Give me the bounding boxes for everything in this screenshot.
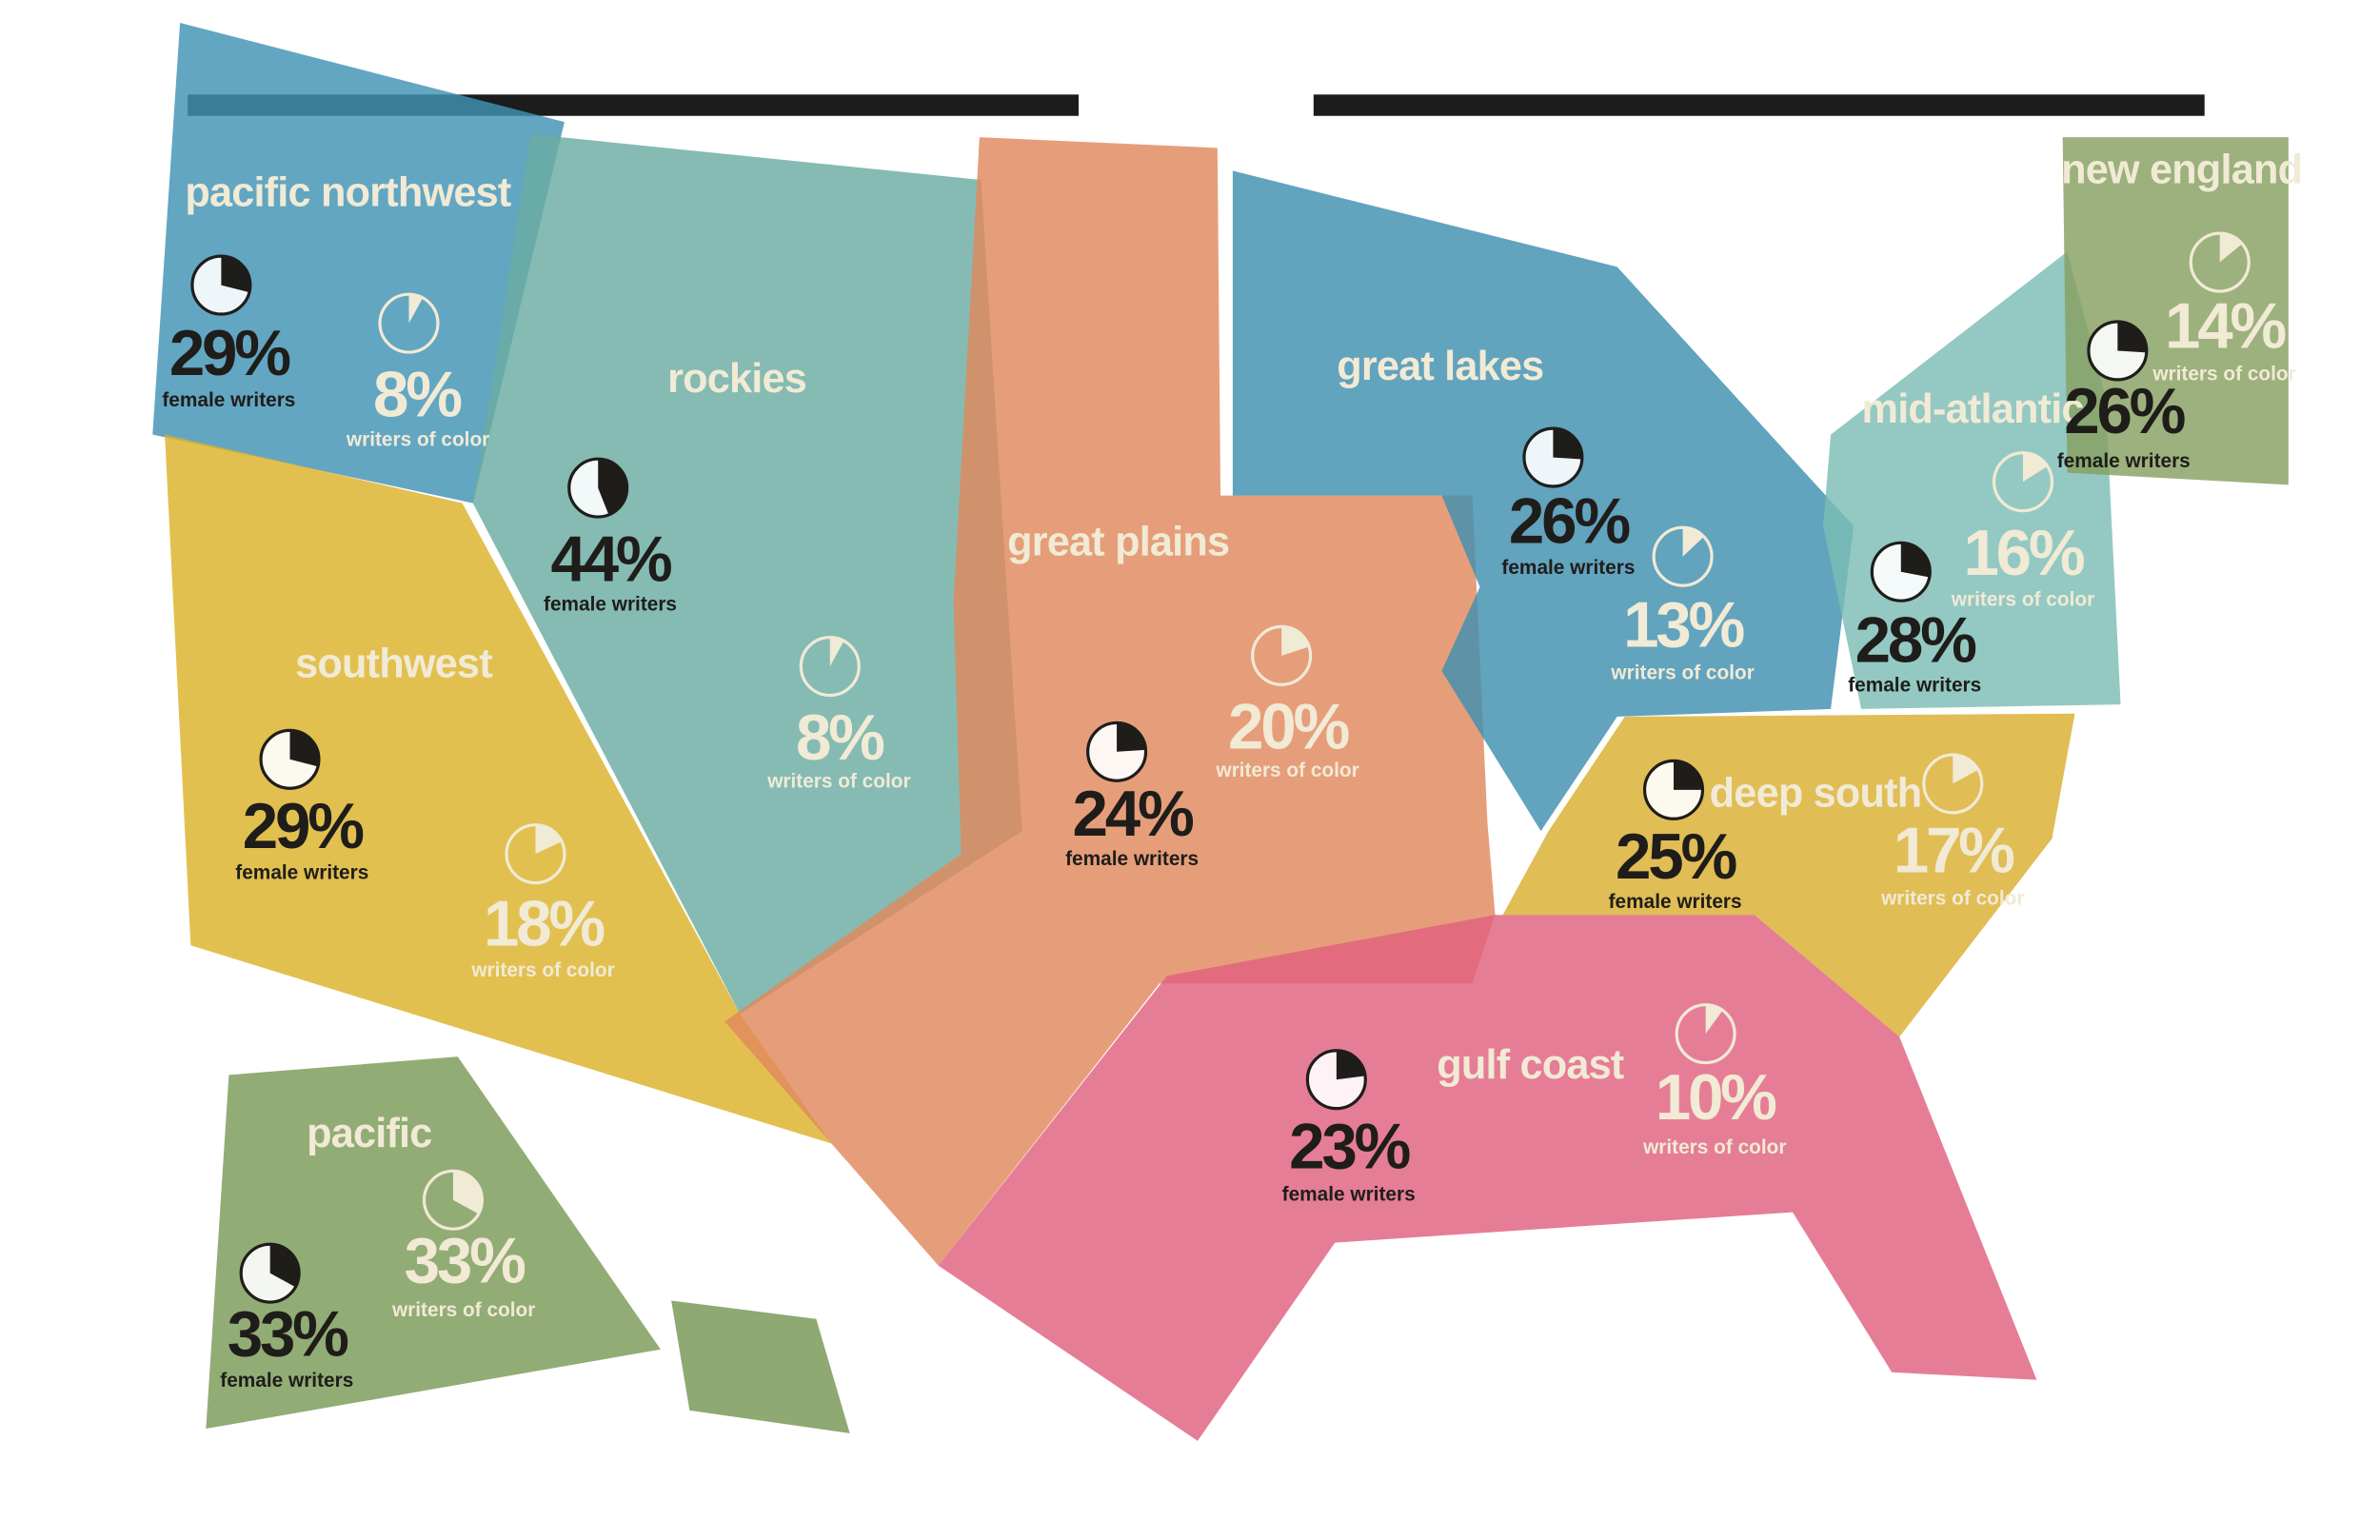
header-bar <box>1313 94 2205 116</box>
pie-wedge <box>408 294 424 324</box>
caption: female writers <box>1501 557 1635 579</box>
caption: writers of color <box>1642 1136 1786 1158</box>
caption: writers of color <box>1880 888 2024 910</box>
caption: writers of color <box>1610 662 1754 684</box>
region-name: great lakes <box>1337 344 1543 389</box>
percent-label: 17% <box>1894 815 2014 886</box>
caption: female writers <box>2057 450 2191 472</box>
region-shape <box>206 1056 661 1430</box>
percent-label: 44% <box>550 524 671 596</box>
caption: female writers <box>162 389 295 411</box>
percent-label: 23% <box>1289 1111 1410 1182</box>
percent-label: 8% <box>796 702 884 774</box>
caption: writers of color <box>2152 364 2295 385</box>
pie-wedge <box>1953 754 1978 784</box>
caption: writers of color <box>346 428 489 450</box>
percent-label: 18% <box>484 888 605 959</box>
pie-wedge <box>1705 1004 1723 1035</box>
region-name: pacific <box>307 1111 431 1156</box>
percent-label: 24% <box>1073 779 1194 850</box>
pie-wedge <box>1682 527 1704 557</box>
region-name: gulf coast <box>1437 1042 1624 1088</box>
caption: female writers <box>1848 674 1981 696</box>
percent-label: 25% <box>1616 821 1736 893</box>
caption: writers of color <box>391 1299 535 1321</box>
region-name: rockies <box>667 356 806 402</box>
pie-wedge <box>452 1171 483 1214</box>
percent-label: 14% <box>2165 290 2286 362</box>
percent-label: 29% <box>243 791 364 862</box>
pie-wedge <box>2023 452 2048 483</box>
region-shape <box>152 23 565 503</box>
pie-wedge <box>221 256 250 293</box>
region-shape <box>165 434 832 1144</box>
percent-label: 13% <box>1623 589 1744 661</box>
caption: writers of color <box>470 959 614 981</box>
region-name: deep south <box>1710 771 1922 817</box>
pie-wedge <box>1117 722 1146 752</box>
percent-label: 26% <box>2064 376 2185 447</box>
pie-wedge <box>2219 233 2243 263</box>
pie-wedge <box>598 459 627 515</box>
percent-label: 26% <box>1509 485 1630 557</box>
caption: female writers <box>544 593 677 615</box>
caption: writers of color <box>1951 589 2094 611</box>
caption: writers of color <box>1215 760 1359 781</box>
region-shape <box>1232 170 1854 832</box>
region-shape <box>938 915 2037 1441</box>
caption: female writers <box>1065 848 1199 870</box>
region-name: new england <box>2061 147 2302 192</box>
region-shape <box>472 133 1022 1015</box>
caption: female writers <box>1609 891 1742 913</box>
pie-wedge <box>535 824 563 855</box>
pie-wedge <box>1281 626 1310 656</box>
percent-label: 10% <box>1656 1062 1776 1134</box>
region-name: mid-atlantic <box>1862 386 2084 432</box>
pie-wedge <box>1900 543 1931 578</box>
caption: female writers <box>220 1370 353 1392</box>
caption: writers of color <box>766 770 910 792</box>
pie-wedge <box>829 637 844 667</box>
pie-wedge <box>2117 322 2147 353</box>
pie-wedge <box>1336 1050 1366 1080</box>
caption: female writers <box>1282 1183 1416 1205</box>
percent-label: 20% <box>1228 692 1349 763</box>
region-name: great plains <box>1007 519 1229 564</box>
pie-wedge <box>1674 760 1703 790</box>
percent-label: 16% <box>1963 518 2084 589</box>
percent-label: 33% <box>405 1225 526 1296</box>
region-name: southwest <box>295 641 492 686</box>
pie-wedge <box>289 730 319 767</box>
caption: female writers <box>235 861 368 883</box>
percent-label: 33% <box>228 1298 348 1370</box>
pie-wedge <box>269 1244 300 1288</box>
percent-label: 8% <box>373 360 462 431</box>
hawaii-shape <box>671 1300 850 1433</box>
pie-wedge <box>1553 428 1582 460</box>
percent-label: 29% <box>169 318 290 389</box>
percent-label: 28% <box>1855 604 1976 676</box>
region-shape <box>2062 137 2289 485</box>
region-name: pacific northwest <box>185 169 511 215</box>
